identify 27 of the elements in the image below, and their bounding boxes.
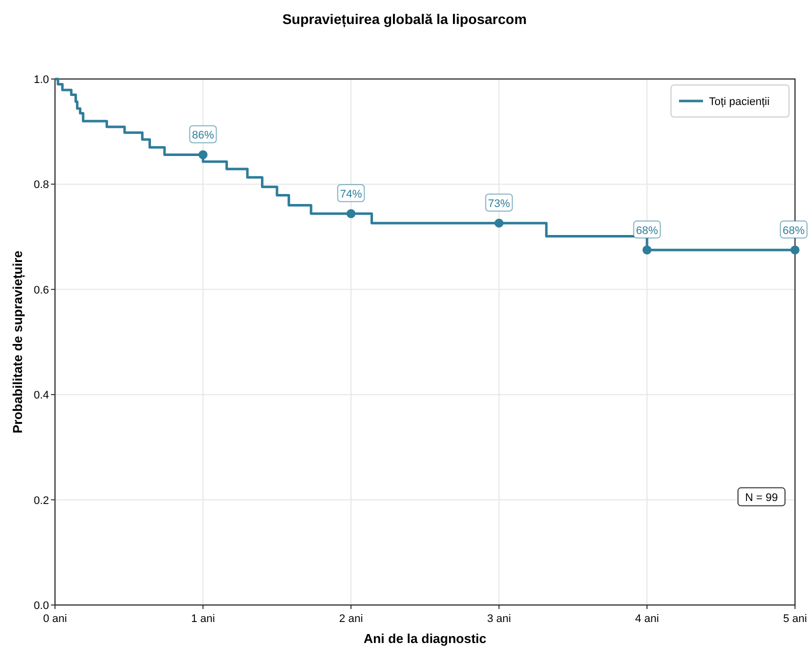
data-label: 86% (192, 130, 214, 142)
x-tick-label: 3 ani (487, 613, 511, 625)
legend-label: Toți pacienții (709, 96, 770, 108)
chart-title: Supraviețuirea globală la liposarcom (282, 11, 527, 28)
x-axis-title: Ani de la diagnostic (364, 631, 486, 646)
y-tick-label: 1.0 (34, 74, 49, 86)
data-label: 68% (636, 224, 658, 237)
x-tick-label: 1 ani (191, 613, 215, 625)
annotation: N = 99 (745, 492, 778, 504)
x-tick-label: 5 ani (783, 613, 807, 625)
y-tick-label: 0.4 (34, 390, 49, 402)
y-axis-title: Probabilitate de supraviețuire (10, 250, 26, 434)
y-tick-label: 0.2 (34, 494, 49, 507)
y-tick-label: 0.8 (34, 179, 49, 192)
x-tick-label: 4 ani (635, 613, 659, 625)
point (642, 245, 652, 254)
point (346, 209, 356, 218)
point (494, 218, 504, 228)
x-tick-label: 2 ani (339, 613, 363, 625)
data-label: 74% (340, 188, 362, 201)
data-label: 68% (782, 224, 805, 237)
point (198, 150, 208, 160)
x-tick-label: 0 ani (43, 613, 67, 625)
data-label: 73% (488, 198, 510, 210)
y-tick-label: 0.0 (34, 600, 49, 612)
y-tick-label: 0.6 (34, 284, 49, 296)
point (790, 245, 800, 254)
